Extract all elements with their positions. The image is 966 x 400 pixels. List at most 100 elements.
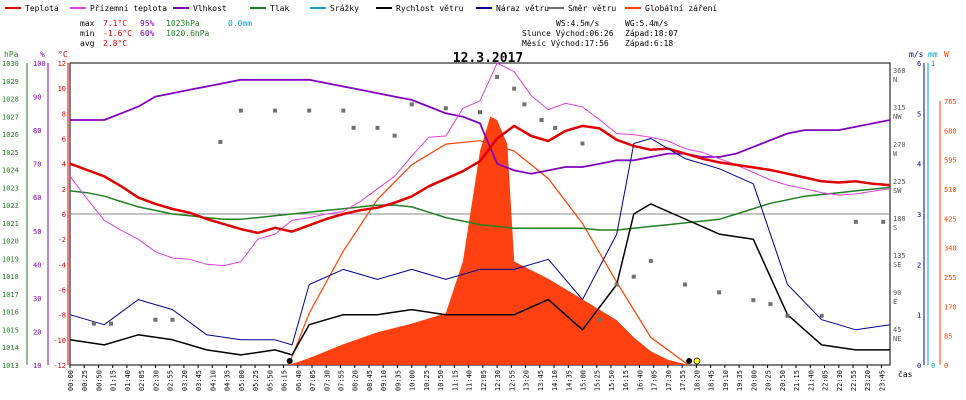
legend-label: Globální záření <box>645 4 717 13</box>
pct-tick: 20 <box>33 328 41 336</box>
stat-value: 1023hPa <box>166 19 200 28</box>
series-teplota <box>69 124 891 235</box>
hpa-tick: 1028 <box>2 96 19 104</box>
x-tick-label: 11:15 <box>451 370 459 391</box>
x-tick-label: 13:20 <box>523 370 531 391</box>
pct-tick: 10 <box>33 362 41 370</box>
wind-dir-point <box>478 110 482 115</box>
x-tick-label: 10:25 <box>423 370 431 391</box>
x-tick-label: 17:05 <box>651 370 659 391</box>
legend-item-3: Tlak <box>250 4 289 13</box>
wind-dir-point <box>170 317 175 322</box>
pct-tick: 60 <box>33 194 41 202</box>
x-tick-label: 17:55 <box>679 370 687 391</box>
dir-tick-deg: 90 <box>893 289 901 297</box>
x-tick-label: 18:20 <box>693 370 701 391</box>
w-tick: 425 <box>944 215 957 223</box>
wind-dir-point <box>307 108 312 113</box>
wind-dir-point <box>238 108 243 113</box>
wind-dir-point <box>597 317 602 322</box>
pct-tick: 70 <box>33 161 41 169</box>
dir-tick-deg: 225 <box>893 178 906 186</box>
dir-tick-deg: 180 <box>893 215 906 223</box>
x-tick-label: 12:30 <box>494 370 502 391</box>
dir-tick-name: E <box>893 298 897 306</box>
x-tick-label: 02:55 <box>167 370 175 391</box>
pct-label: % <box>40 50 45 59</box>
x-unit-label: čas <box>898 369 913 379</box>
wind-dir-point <box>351 125 356 130</box>
x-tick-label: 10:50 <box>437 370 445 391</box>
wind-dir-point <box>631 274 636 279</box>
hpa-tick: 1013 <box>2 362 19 370</box>
dir-tick-deg: 360 <box>893 67 906 75</box>
wind-dir-point <box>683 282 687 287</box>
c-tick: -4 <box>58 261 66 269</box>
series-vlhkost <box>70 78 891 175</box>
c-tick: 10 <box>58 85 66 93</box>
wind-dir-point <box>522 102 527 107</box>
x-tick-label: 04:10 <box>209 370 217 391</box>
wind-dir-point <box>768 302 773 307</box>
dir-tick-name: NW <box>893 113 902 121</box>
x-tick-label: 21:40 <box>807 370 815 391</box>
wind-dir-point <box>273 108 277 113</box>
wind-dir-point <box>751 298 756 303</box>
stat-value: -1.6°C <box>103 29 132 38</box>
x-tick-label: 23:45 <box>878 370 886 391</box>
c-tick: 6 <box>62 136 66 144</box>
legend-label: Rychlost větru <box>396 4 464 13</box>
w-tick: 170 <box>944 303 957 311</box>
x-tick-label: 06:40 <box>295 370 303 391</box>
wind-dir-point <box>341 108 346 113</box>
dir-tick-deg: 315 <box>893 104 906 112</box>
hpa-tick: 1030 <box>2 60 19 68</box>
x-tick-label: 00:00 <box>67 370 75 391</box>
legend-label: Srážky <box>330 4 359 13</box>
c-tick: 12 <box>58 60 66 68</box>
wind-dir-point <box>153 317 158 322</box>
stat-value: 0.0mm <box>228 19 252 28</box>
legend-item-0: Teplota <box>5 4 59 13</box>
x-tick-label: 16:40 <box>636 370 644 391</box>
stat-value: 2.8°C <box>103 39 127 48</box>
ms-tick: 4 <box>917 161 921 169</box>
legend-label: Náraz větru <box>496 4 549 13</box>
c-tick: -2 <box>58 236 66 244</box>
chart-title: 12.3.2017 <box>453 51 523 66</box>
x-tick-label: 11:40 <box>466 370 474 391</box>
wind-dir-point <box>392 133 397 138</box>
legend-item-8: Globální záření <box>625 4 717 13</box>
hpa-tick: 1014 <box>2 344 19 352</box>
sun-rise: Slunce Východ:06:26 <box>522 29 614 38</box>
dir-tick-deg: 135 <box>893 252 906 260</box>
plot-area <box>69 62 891 366</box>
wind-dir-point <box>580 141 585 146</box>
x-tick-label: 03:20 <box>181 370 189 391</box>
series-n-raz-v-tru <box>69 138 891 346</box>
stat-value: max <box>80 19 95 28</box>
x-axis: 00:00 00:25 00:50 01:15 01:40 02:05 02:30 02:55… <box>67 365 913 391</box>
x-tick-label: 18:45 <box>708 370 716 391</box>
x-tick-label: 08:20 <box>352 370 360 391</box>
dir-tick-deg: 45 <box>893 326 901 334</box>
x-tick-label: 02:30 <box>152 370 160 391</box>
dir-tick-name: SW <box>893 187 902 195</box>
mm-tick: 0 <box>931 362 935 370</box>
x-tick-label: 14:35 <box>565 370 573 391</box>
wind-dir-point <box>539 118 544 122</box>
legend-item-2: Vlhkost <box>173 4 227 13</box>
x-tick-label: 14:10 <box>551 370 559 391</box>
legend-label: Přízemní teplota <box>90 4 167 13</box>
pct-tick: 40 <box>33 261 41 269</box>
stat-value: 95% <box>140 19 155 28</box>
x-tick-label: 00:25 <box>81 370 89 391</box>
series-global-radiation <box>288 116 689 365</box>
x-tick-label: 09:10 <box>380 370 388 391</box>
hpa-tick: 1023 <box>2 184 19 192</box>
c-tick: 8 <box>62 110 66 118</box>
wind-dir-point <box>648 259 653 263</box>
ms-tick: 6 <box>917 60 921 68</box>
x-tick-label: 07:05 <box>309 370 317 391</box>
wg-value: WG:5.4m/s <box>625 19 669 28</box>
